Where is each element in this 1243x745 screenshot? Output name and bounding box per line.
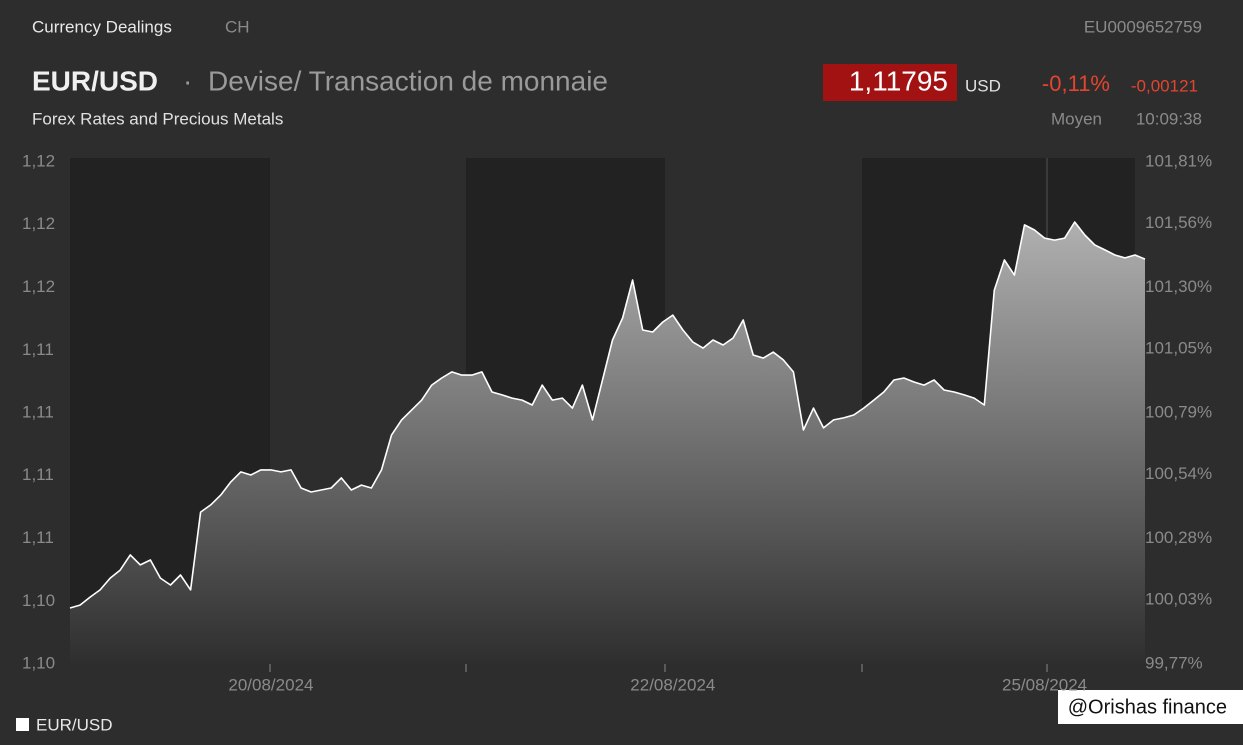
symbol: EUR/USD [32, 65, 158, 96]
price-box [823, 64, 957, 101]
legend-swatch [16, 718, 29, 731]
y2-tick-label: 101,05% [1145, 339, 1212, 358]
change-pct: -0,11% [1042, 71, 1110, 96]
area [70, 222, 1145, 664]
y-tick-label: 1,10 [22, 653, 55, 672]
x-ticks [269, 664, 1048, 672]
y-tick-label: 1,11 [22, 465, 54, 484]
separator: · [183, 65, 192, 96]
country: CH [225, 17, 250, 36]
x-tick-label: 22/08/2024 [630, 675, 715, 694]
x-tick-label: 20/08/2024 [228, 675, 313, 694]
y2-tick-label: 99,77% [1145, 653, 1203, 672]
time: 10:09:38 [1136, 109, 1202, 128]
price: 1,11795 [849, 65, 948, 96]
watermark-box [1058, 690, 1243, 724]
plot [69, 221, 1146, 664]
y2-tick-label: 100,28% [1145, 528, 1212, 547]
currency: USD [965, 76, 1001, 95]
change-abs: -0,00121 [1131, 76, 1198, 95]
y2-tick-label: 101,81% [1145, 151, 1212, 170]
y-tick-label: 1,11 [22, 340, 54, 359]
x-tick-label: 25/08/2024 [1002, 675, 1087, 694]
y-tick-label: 1,11 [22, 402, 54, 421]
y2-tick-label: 100,03% [1145, 590, 1212, 609]
y-tick-label: 1,12 [22, 214, 55, 233]
price-type: Moyen [1051, 109, 1102, 128]
section: Currency Dealings [32, 17, 172, 36]
y2-tick-label: 100,79% [1145, 402, 1212, 421]
y-tick-label: 1,12 [22, 277, 55, 296]
y2-tick-label: 101,30% [1145, 277, 1212, 296]
y2-tick-label: 101,56% [1145, 213, 1212, 232]
line [69, 221, 1146, 609]
y-tick-label: 1,12 [22, 151, 55, 170]
legend-label[interactable]: EUR/USD [36, 715, 113, 734]
instrument-name: Devise/ Transaction de monnaie [208, 65, 608, 96]
subtitle: Forex Rates and Precious Metals [32, 109, 283, 128]
watermark: @Orishas finance [1068, 696, 1227, 718]
y-tick-label: 1,10 [22, 591, 55, 610]
y2-tick-label: 100,54% [1145, 464, 1212, 483]
isin: EU0009652759 [1084, 17, 1202, 36]
y-tick-label: 1,11 [22, 528, 54, 547]
